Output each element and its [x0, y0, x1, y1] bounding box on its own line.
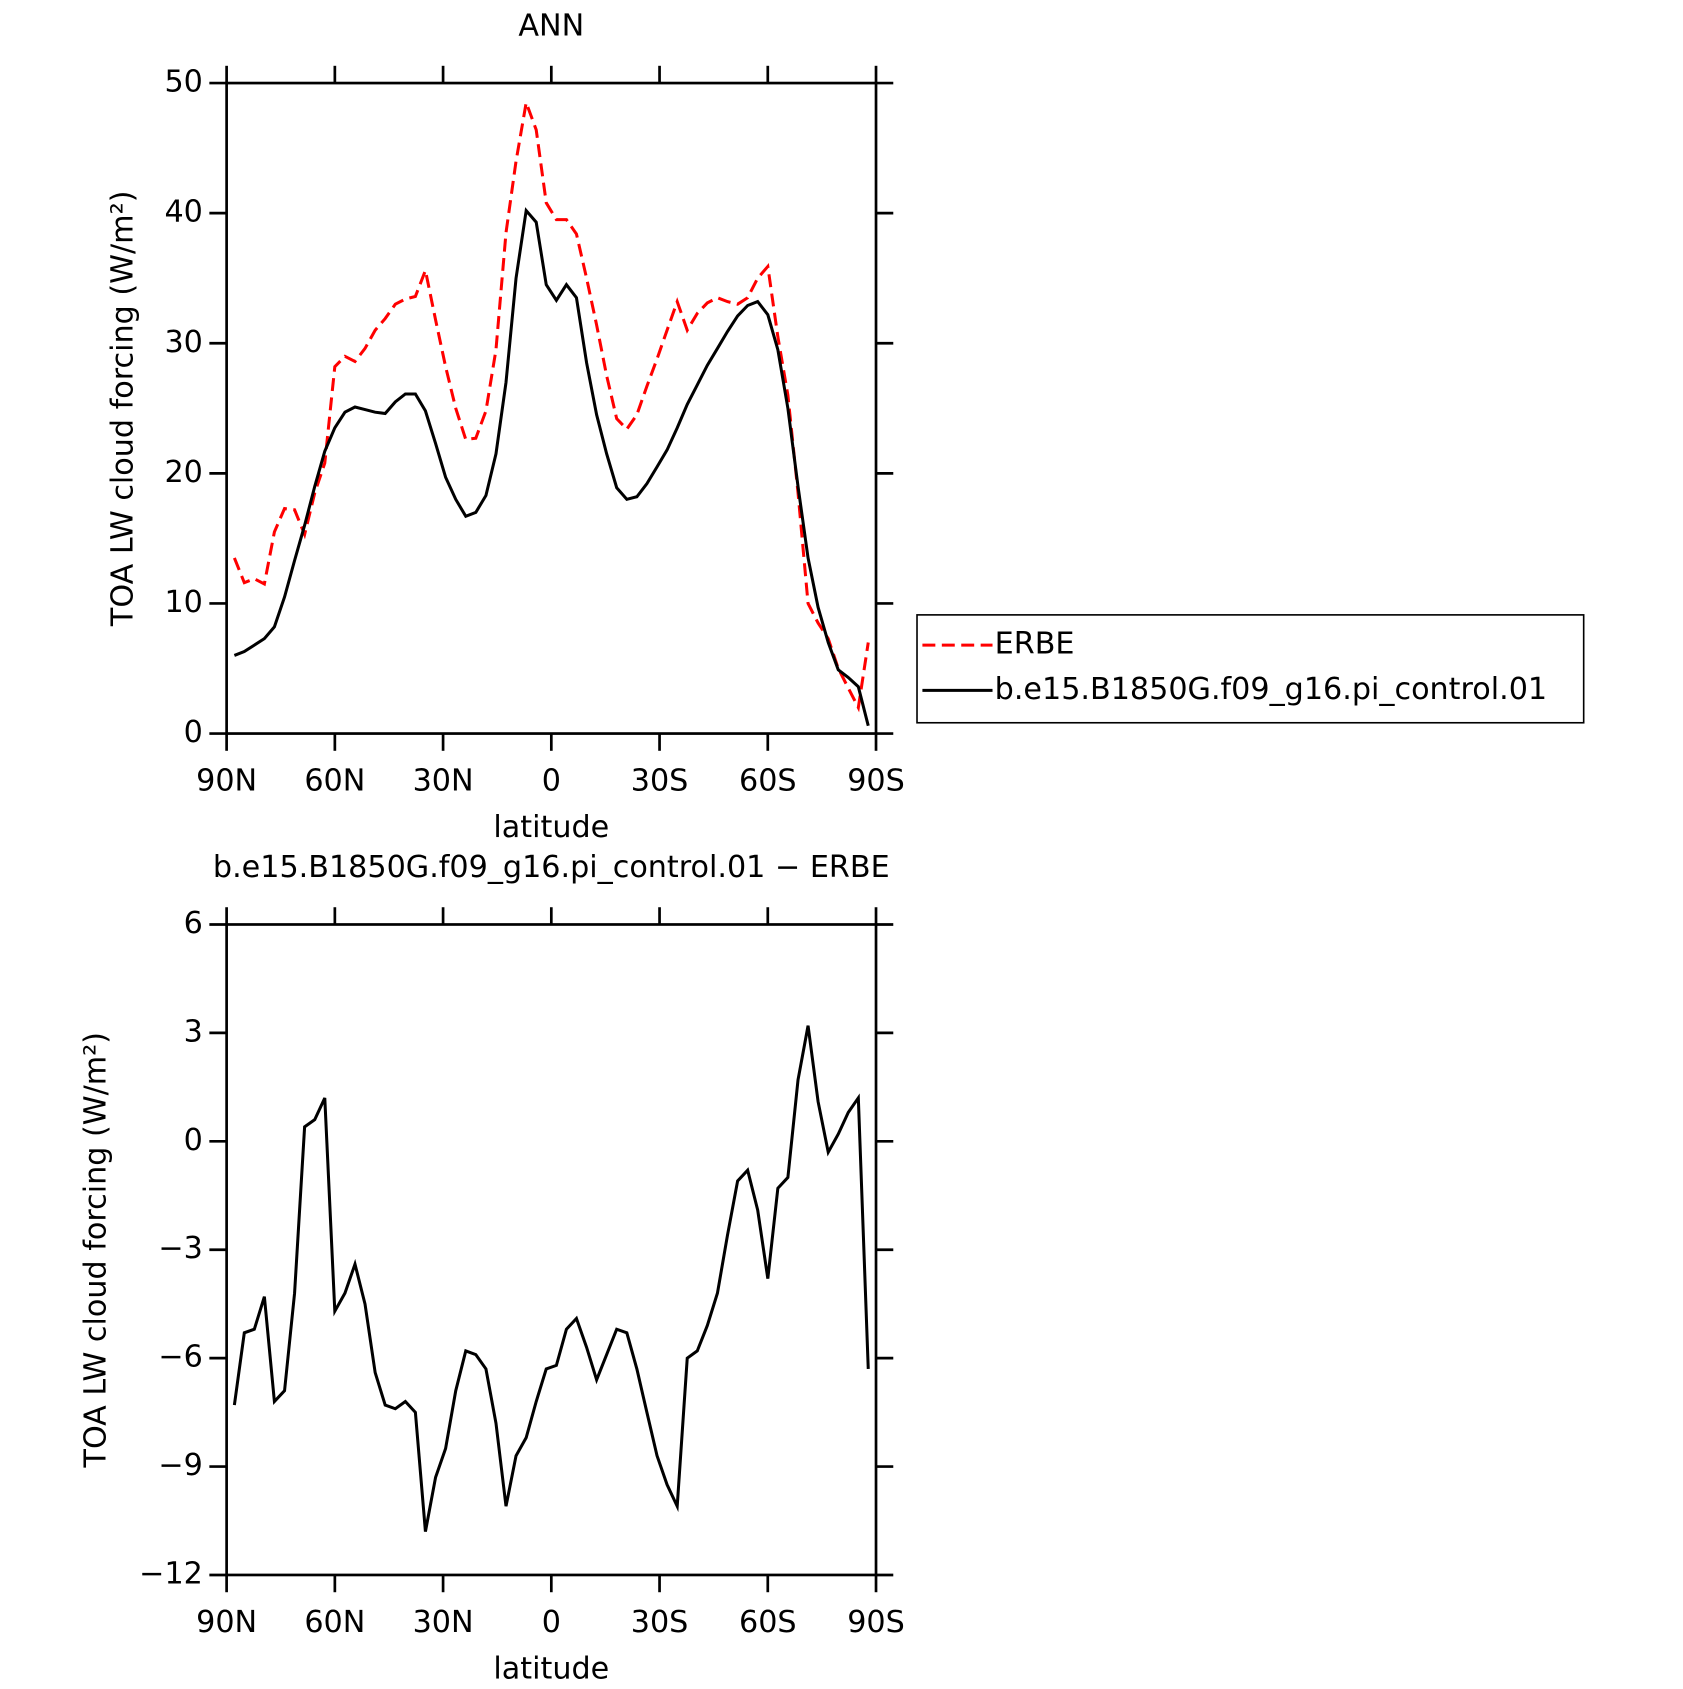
x-axis-label: latitude [493, 1651, 609, 1685]
y-tick-label: 20 [164, 455, 202, 490]
plot-frame [225, 923, 878, 1577]
chart-title: b.e15.B1850G.f09_g16.pi_control.01 − ERB… [213, 850, 890, 885]
x-tick-label: 30N [413, 764, 474, 799]
y-axis-label: TOA LW cloud forcing (W/m²) [106, 191, 141, 628]
x-tick-label: 90S [847, 1605, 905, 1640]
data-line [232, 96, 870, 713]
y-tick-label: −9 [158, 1448, 203, 1483]
y-tick-label: 0 [184, 1123, 203, 1158]
y-tick-label: 30 [164, 325, 202, 360]
x-tick-label: 0 [542, 764, 561, 799]
legend: ERBE b.e15.B1850G.f09_g16.pi_control.01 [916, 614, 1585, 724]
x-tick-label: 90N [196, 1605, 257, 1640]
y-tick-label: 10 [164, 585, 202, 620]
y-tick-label: 50 [164, 65, 202, 100]
y-tick-label: −6 [158, 1340, 203, 1375]
x-tick-label: 90S [847, 764, 905, 799]
y-tick-label: 0 [184, 715, 203, 750]
x-tick-label: 30S [631, 1605, 689, 1640]
x-tick-label: 60S [739, 764, 797, 799]
plot-frame [225, 81, 878, 735]
y-tick-label: 3 [184, 1014, 203, 1049]
y-tick-label: −12 [139, 1556, 203, 1591]
legend-label: ERBE [995, 627, 1075, 662]
x-tick-label: 60S [739, 1605, 797, 1640]
chart-title: ANN [518, 8, 584, 43]
y-axis-label: TOA LW cloud forcing (W/m²) [79, 1032, 114, 1469]
x-tick-label: 0 [542, 1605, 561, 1640]
y-tick-label: 6 [184, 906, 203, 941]
x-tick-label: 60N [304, 764, 365, 799]
x-tick-label: 30N [413, 1605, 474, 1640]
legend-box [916, 614, 1585, 724]
legend-label: b.e15.B1850G.f09_g16.pi_control.01 [995, 672, 1547, 707]
data-line [233, 207, 870, 727]
data-line [232, 1025, 870, 1532]
x-tick-label: 60N [304, 1605, 365, 1640]
y-tick-label: 40 [164, 195, 202, 230]
y-tick-label: −3 [158, 1231, 203, 1266]
x-tick-label: 30S [631, 764, 689, 799]
x-axis-label: latitude [493, 810, 609, 845]
x-tick-label: 90N [196, 764, 257, 799]
